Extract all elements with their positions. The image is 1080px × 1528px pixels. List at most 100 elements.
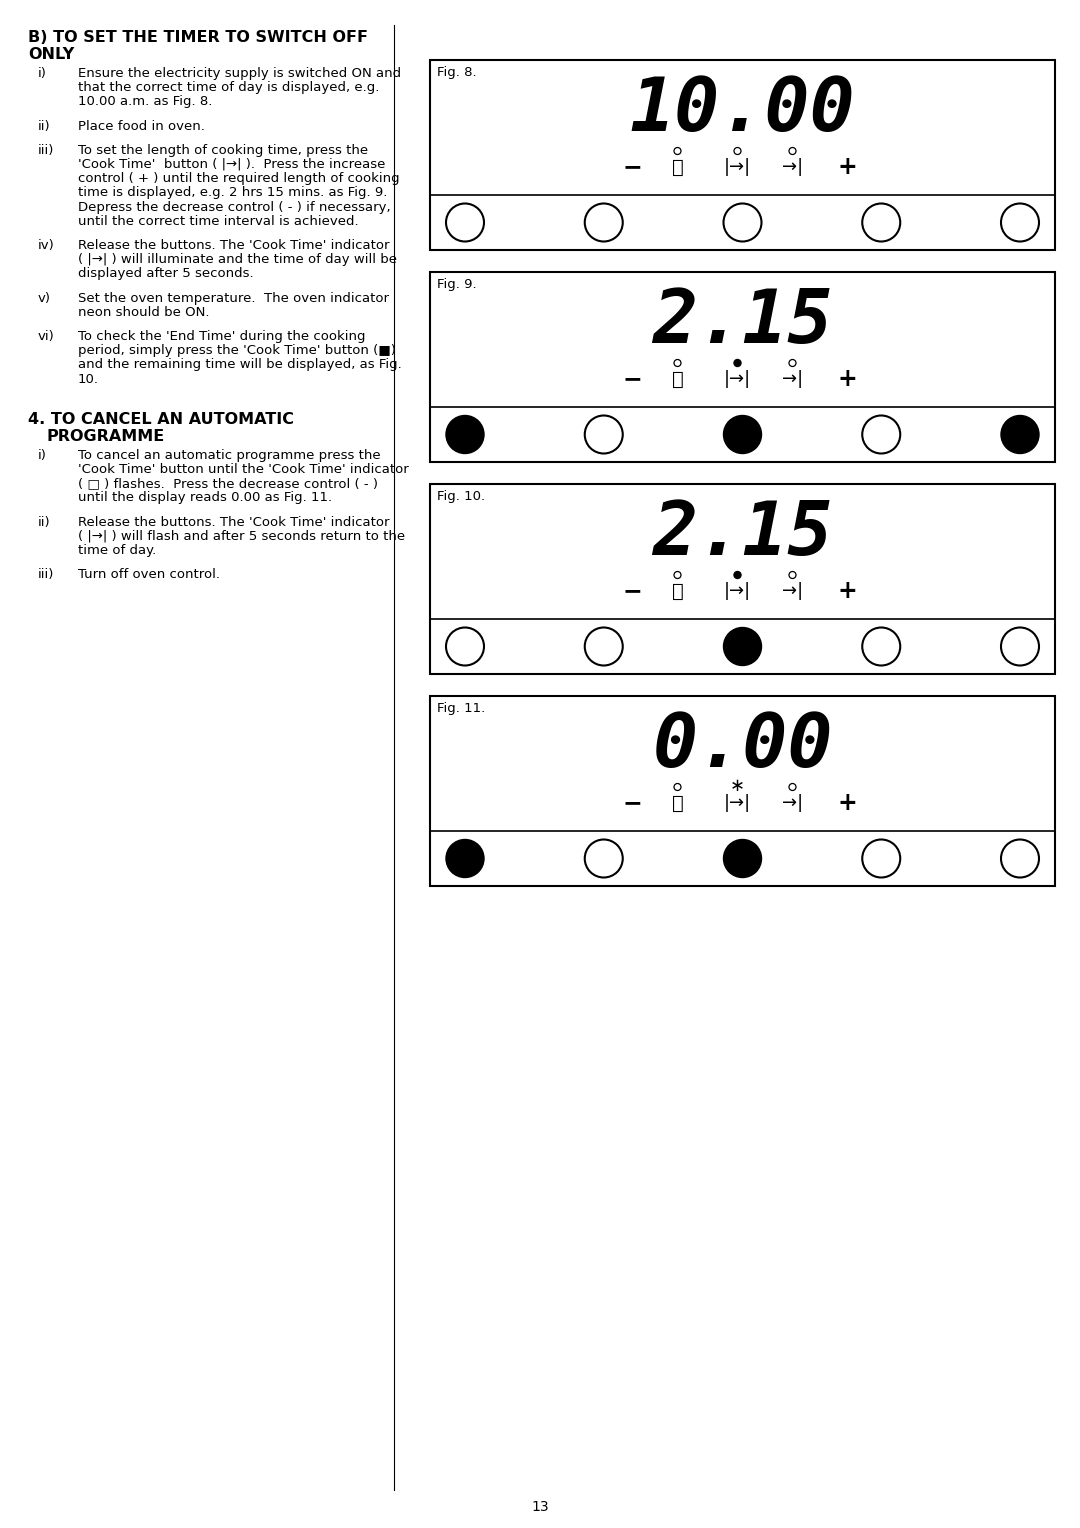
Text: To cancel an automatic programme press the: To cancel an automatic programme press t… [78, 449, 380, 461]
Text: |→|: |→| [724, 795, 751, 811]
Circle shape [446, 203, 484, 241]
Text: |→|: |→| [724, 370, 751, 388]
Circle shape [789, 784, 796, 790]
Text: ( |→| ) will flash and after 5 seconds return to the: ( |→| ) will flash and after 5 seconds r… [78, 530, 405, 542]
Text: To check the 'End Time' during the cooking: To check the 'End Time' during the cooki… [78, 330, 365, 342]
Text: +: + [838, 154, 858, 179]
Circle shape [724, 416, 761, 454]
Text: iii): iii) [38, 144, 54, 157]
Circle shape [734, 148, 741, 154]
Text: 0.00: 0.00 [652, 711, 833, 782]
Circle shape [724, 203, 761, 241]
Text: |→|: |→| [724, 157, 751, 176]
Text: −: − [623, 579, 643, 604]
Text: Place food in oven.: Place food in oven. [78, 119, 205, 133]
Text: →|: →| [782, 582, 804, 601]
Circle shape [789, 571, 796, 579]
Circle shape [1001, 839, 1039, 877]
Circle shape [584, 628, 623, 666]
Text: displayed after 5 seconds.: displayed after 5 seconds. [78, 267, 254, 281]
Circle shape [789, 359, 796, 367]
Circle shape [584, 416, 623, 454]
Text: 🔔: 🔔 [672, 793, 684, 813]
Text: +: + [838, 792, 858, 814]
Text: 🔔: 🔔 [672, 582, 684, 601]
Text: that the correct time of day is displayed, e.g.: that the correct time of day is displaye… [78, 81, 379, 95]
Text: Fig. 10.: Fig. 10. [437, 490, 485, 503]
Bar [430, 60, 1055, 251]
Circle shape [724, 839, 761, 877]
Text: ii): ii) [38, 515, 51, 529]
Text: Release the buttons. The 'Cook Time' indicator: Release the buttons. The 'Cook Time' ind… [78, 515, 390, 529]
Circle shape [674, 359, 681, 367]
Text: 10.00 a.m. as Fig. 8.: 10.00 a.m. as Fig. 8. [78, 95, 213, 108]
Text: Turn off oven control.: Turn off oven control. [78, 568, 220, 581]
Text: until the correct time interval is achieved.: until the correct time interval is achie… [78, 215, 359, 228]
Circle shape [862, 416, 901, 454]
Circle shape [1001, 628, 1039, 666]
Text: 🔔: 🔔 [672, 157, 684, 177]
Circle shape [584, 839, 623, 877]
Text: Fig. 8.: Fig. 8. [437, 66, 476, 79]
Text: iii): iii) [38, 568, 54, 581]
Text: 'Cook Time'  button ( |→| ).  Press the increase: 'Cook Time' button ( |→| ). Press the in… [78, 157, 386, 171]
Text: 2.15: 2.15 [652, 498, 833, 571]
Text: −: − [623, 154, 643, 179]
Circle shape [674, 148, 681, 154]
Text: control ( + ) until the required length of cooking: control ( + ) until the required length … [78, 173, 400, 185]
Text: 'Cook Time' button until the 'Cook Time' indicator: 'Cook Time' button until the 'Cook Time'… [78, 463, 408, 477]
Text: i): i) [38, 67, 46, 79]
Text: 🔔: 🔔 [672, 370, 684, 388]
Text: 13: 13 [531, 1500, 549, 1514]
Text: ( |→| ) will illuminate and the time of day will be: ( |→| ) will illuminate and the time of … [78, 254, 397, 266]
Circle shape [584, 203, 623, 241]
Text: until the display reads 0.00 as Fig. 11.: until the display reads 0.00 as Fig. 11. [78, 492, 333, 504]
Text: iv): iv) [38, 238, 55, 252]
Text: neon should be ON.: neon should be ON. [78, 306, 210, 319]
Text: +: + [838, 367, 858, 391]
Text: period, simply press the 'Cook Time' button (■): period, simply press the 'Cook Time' but… [78, 344, 396, 358]
Text: Fig. 11.: Fig. 11. [437, 701, 485, 715]
Text: vi): vi) [38, 330, 55, 342]
Circle shape [1001, 416, 1039, 454]
Circle shape [446, 416, 484, 454]
Text: −: − [623, 367, 643, 391]
Text: 2.15: 2.15 [652, 286, 833, 359]
Text: Ensure the electricity supply is switched ON and: Ensure the electricity supply is switche… [78, 67, 401, 79]
Circle shape [862, 203, 901, 241]
Bar [430, 695, 1055, 886]
Text: →|: →| [782, 370, 804, 388]
Bar [430, 484, 1055, 674]
Circle shape [789, 148, 796, 154]
Text: →|: →| [782, 157, 804, 176]
Circle shape [674, 784, 681, 790]
Text: ii): ii) [38, 119, 51, 133]
Circle shape [446, 839, 484, 877]
Text: −: − [623, 792, 643, 814]
Text: ( □ ) flashes.  Press the decrease control ( - ): ( □ ) flashes. Press the decrease contro… [78, 477, 378, 490]
Text: B) TO SET THE TIMER TO SWITCH OFF: B) TO SET THE TIMER TO SWITCH OFF [28, 31, 368, 44]
Text: PROGRAMME: PROGRAMME [46, 429, 164, 443]
Text: →|: →| [782, 795, 804, 811]
Text: |→|: |→| [724, 582, 751, 601]
Text: time of day.: time of day. [78, 544, 157, 558]
Text: +: + [838, 579, 858, 604]
Text: Fig. 9.: Fig. 9. [437, 278, 476, 290]
Text: i): i) [38, 449, 46, 461]
Text: and the remaining time will be displayed, as Fig.: and the remaining time will be displayed… [78, 359, 402, 371]
Bar [430, 272, 1055, 461]
Circle shape [1001, 203, 1039, 241]
Text: Release the buttons. The 'Cook Time' indicator: Release the buttons. The 'Cook Time' ind… [78, 238, 390, 252]
Circle shape [724, 628, 761, 666]
Circle shape [734, 359, 741, 367]
Circle shape [674, 571, 681, 579]
Text: To set the length of cooking time, press the: To set the length of cooking time, press… [78, 144, 368, 157]
Text: time is displayed, e.g. 2 hrs 15 mins. as Fig. 9.: time is displayed, e.g. 2 hrs 15 mins. a… [78, 186, 388, 199]
Text: 10.: 10. [78, 373, 99, 385]
Text: ONLY: ONLY [28, 47, 75, 63]
Circle shape [446, 628, 484, 666]
Text: Set the oven temperature.  The oven indicator: Set the oven temperature. The oven indic… [78, 292, 389, 304]
Text: 10.00: 10.00 [630, 73, 855, 147]
Circle shape [862, 628, 901, 666]
Circle shape [734, 571, 741, 579]
